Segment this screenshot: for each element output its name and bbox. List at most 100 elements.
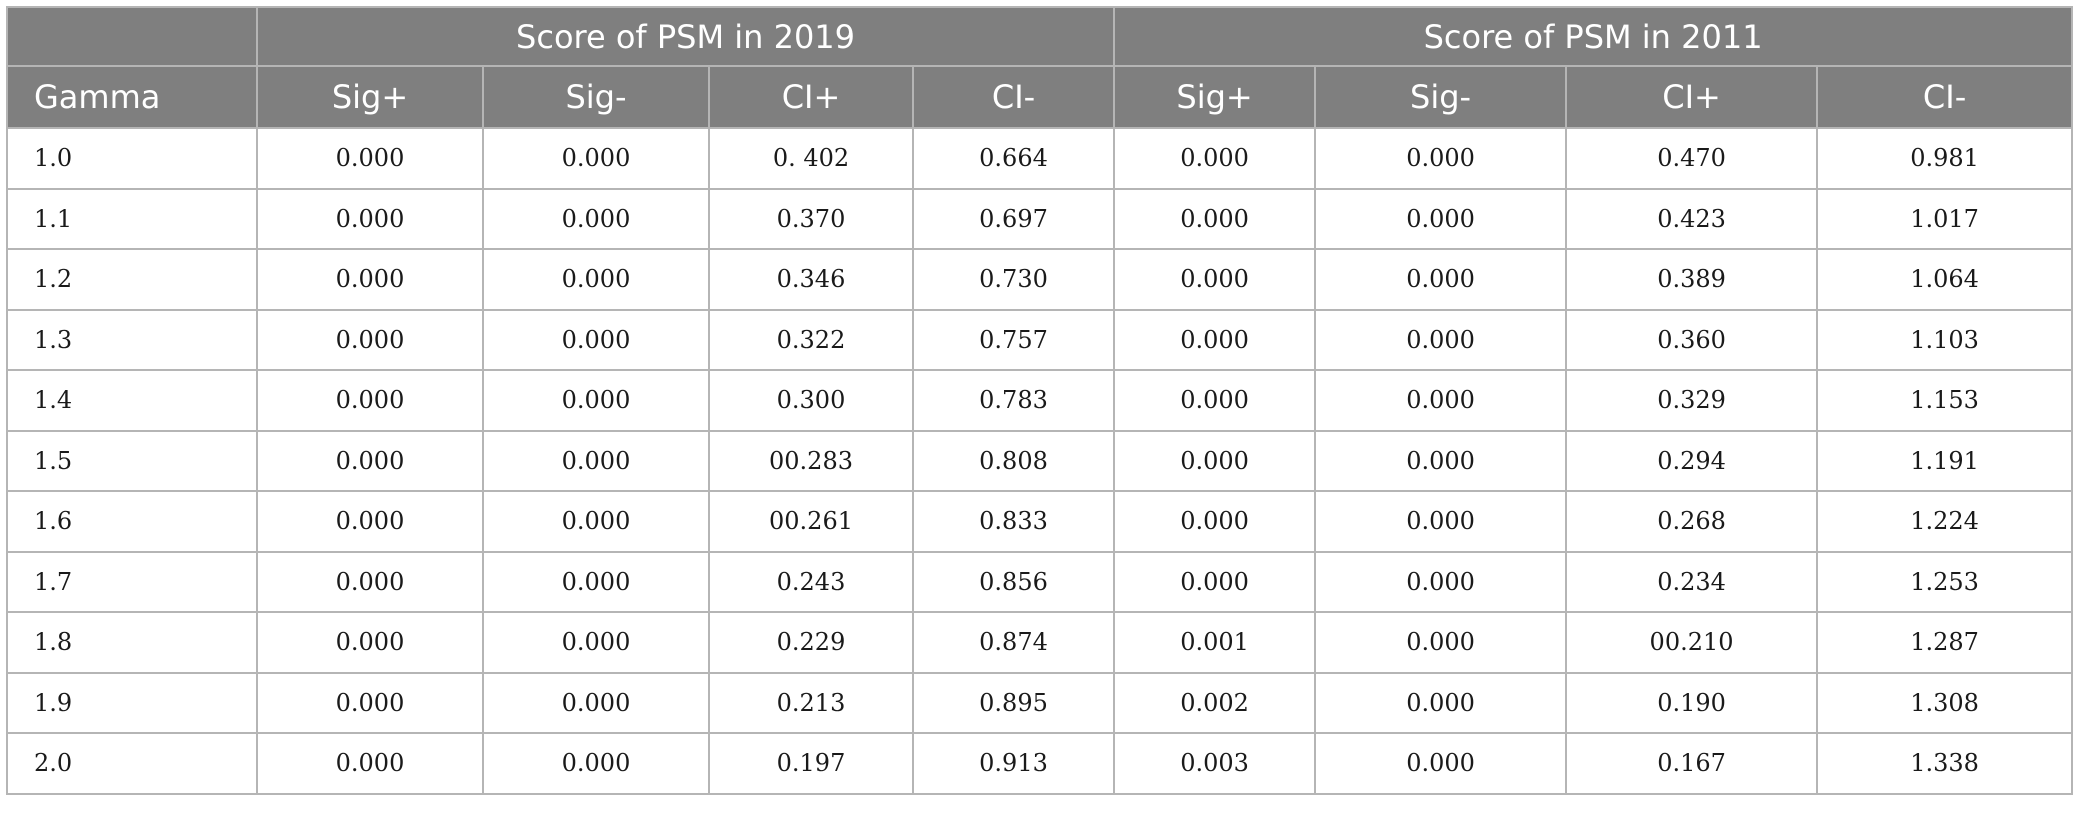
value-cell-sig-plus-2011: 0.000: [1113, 248, 1317, 311]
gamma-cell: 1.4: [6, 369, 258, 432]
value-cell-sig-minus-2019: 0.000: [482, 369, 710, 432]
value-cell-ci-plus-2011: 00.210: [1565, 611, 1819, 674]
value-cell-ci-minus-2019: 0.757: [911, 308, 1116, 371]
value-cell-ci-plus-2019: 0.300: [708, 369, 914, 432]
value-cell-sig-minus-2019: 0.000: [482, 127, 710, 190]
value-cell-sig-minus-2011: 0.000: [1314, 127, 1568, 190]
value-cell-sig-minus-2019: 0.000: [482, 248, 710, 311]
value-cell-ci-minus-2019: 0.856: [911, 550, 1116, 613]
gamma-cell: 2.0: [6, 732, 258, 795]
value-cell-sig-minus-2011: 0.000: [1314, 429, 1568, 492]
group-header-empty: [6, 6, 258, 67]
table-row: 1.3 0.000 0.000 0.322 0.757 0.000 0.000 0.360 1.…: [6, 308, 2074, 371]
value-cell-sig-plus-2019: 0.000: [256, 429, 484, 492]
value-cell-ci-plus-2019: 0.229: [708, 611, 914, 674]
value-cell-sig-plus-2019: 0.000: [256, 550, 484, 613]
value-cell-sig-plus-2011: 0.001: [1113, 611, 1317, 674]
value-cell-ci-minus-2011: 1.224: [1816, 490, 2074, 553]
gamma-cell: 1.5: [6, 429, 258, 492]
value-cell-ci-plus-2011: 0.423: [1565, 187, 1819, 250]
value-cell-ci-plus-2019: 0.322: [708, 308, 914, 371]
gamma-cell: 1.0: [6, 127, 258, 190]
table-row: 1.1 0.000 0.000 0.370 0.697 0.000 0.000 0.423 1.…: [6, 187, 2074, 250]
value-cell-sig-minus-2011: 0.000: [1314, 732, 1568, 795]
value-cell-ci-minus-2011: 1.338: [1816, 732, 2074, 795]
value-cell-sig-minus-2011: 0.000: [1314, 611, 1568, 674]
value-cell-sig-plus-2019: 0.000: [256, 671, 484, 734]
value-cell-sig-plus-2011: 0.000: [1113, 429, 1317, 492]
gamma-cell: 1.9: [6, 671, 258, 734]
value-cell-ci-plus-2011: 0.294: [1565, 429, 1819, 492]
value-cell-ci-plus-2019: 0.197: [708, 732, 914, 795]
value-cell-sig-minus-2011: 0.000: [1314, 369, 1568, 432]
value-cell-sig-minus-2011: 0.000: [1314, 187, 1568, 250]
table-row: 1.8 0.000 0.000 0.229 0.874 0.001 0.000 00.210 1…: [6, 611, 2074, 674]
value-cell-ci-minus-2019: 0.895: [911, 671, 1116, 734]
value-cell-sig-plus-2019: 0.000: [256, 127, 484, 190]
table-row: 1.7 0.000 0.000 0.243 0.856 0.000 0.000 0.234 1.…: [6, 550, 2074, 613]
gamma-cell: 1.2: [6, 248, 258, 311]
value-cell-sig-minus-2011: 0.000: [1314, 248, 1568, 311]
column-header-ci-plus-2019: CI+: [708, 65, 914, 129]
table-body: 1.0 0.000 0.000 0. 402 0.664 0.000 0.000 0.470 0…: [6, 127, 2074, 795]
value-cell-ci-plus-2019: 0.243: [708, 550, 914, 613]
value-cell-sig-plus-2019: 0.000: [256, 248, 484, 311]
value-cell-ci-plus-2011: 0.470: [1565, 127, 1819, 190]
value-cell-sig-minus-2011: 0.000: [1314, 550, 1568, 613]
value-cell-ci-plus-2019: 0. 402: [708, 127, 914, 190]
value-cell-ci-plus-2011: 0.329: [1565, 369, 1819, 432]
value-cell-sig-plus-2019: 0.000: [256, 187, 484, 250]
value-cell-sig-minus-2011: 0.000: [1314, 308, 1568, 371]
value-cell-sig-minus-2019: 0.000: [482, 490, 710, 553]
column-header-gamma: Gamma: [6, 65, 258, 129]
value-cell-sig-plus-2011: 0.000: [1113, 187, 1317, 250]
value-cell-ci-plus-2019: 0.370: [708, 187, 914, 250]
value-cell-sig-plus-2011: 0.000: [1113, 308, 1317, 371]
group-header-row: Score of PSM in 2019 Score of PSM in 201…: [6, 6, 2074, 67]
value-cell-sig-plus-2019: 0.000: [256, 611, 484, 674]
group-header-2011: Score of PSM in 2011: [1113, 6, 2074, 67]
value-cell-ci-minus-2011: 1.287: [1816, 611, 2074, 674]
table-row: 1.4 0.000 0.000 0.300 0.783 0.000 0.000 0.329 1.…: [6, 369, 2074, 432]
value-cell-sig-minus-2019: 0.000: [482, 187, 710, 250]
column-header-ci-minus-2011: CI-: [1816, 65, 2074, 129]
value-cell-sig-minus-2011: 0.000: [1314, 671, 1568, 734]
value-cell-ci-minus-2011: 1.253: [1816, 550, 2074, 613]
value-cell-ci-minus-2019: 0.664: [911, 127, 1116, 190]
column-header-ci-minus-2019: CI-: [911, 65, 1116, 129]
column-header-sig-minus-2019: Sig-: [482, 65, 710, 129]
value-cell-ci-minus-2019: 0.783: [911, 369, 1116, 432]
value-cell-ci-minus-2019: 0.697: [911, 187, 1116, 250]
value-cell-sig-minus-2019: 0.000: [482, 429, 710, 492]
gamma-cell: 1.1: [6, 187, 258, 250]
value-cell-ci-minus-2019: 0.833: [911, 490, 1116, 553]
value-cell-ci-minus-2011: 1.153: [1816, 369, 2074, 432]
value-cell-ci-plus-2019: 00.283: [708, 429, 914, 492]
value-cell-ci-minus-2019: 0.730: [911, 248, 1116, 311]
value-cell-sig-plus-2019: 0.000: [256, 490, 484, 553]
psm-sensitivity-table-container: Score of PSM in 2019 Score of PSM in 201…: [6, 6, 2074, 795]
value-cell-ci-minus-2011: 1.064: [1816, 248, 2074, 311]
gamma-cell: 1.8: [6, 611, 258, 674]
value-cell-ci-minus-2011: 0.981: [1816, 127, 2074, 190]
table-header: Score of PSM in 2019 Score of PSM in 201…: [6, 6, 2074, 129]
value-cell-ci-minus-2019: 0.808: [911, 429, 1116, 492]
value-cell-sig-plus-2011: 0.002: [1113, 671, 1317, 734]
value-cell-ci-minus-2019: 0.874: [911, 611, 1116, 674]
value-cell-sig-plus-2011: 0.000: [1113, 369, 1317, 432]
column-header-sig-plus-2011: Sig+: [1113, 65, 1317, 129]
value-cell-sig-plus-2019: 0.000: [256, 732, 484, 795]
value-cell-sig-plus-2019: 0.000: [256, 369, 484, 432]
value-cell-ci-plus-2011: 0.234: [1565, 550, 1819, 613]
value-cell-ci-minus-2011: 1.103: [1816, 308, 2074, 371]
value-cell-sig-plus-2011: 0.003: [1113, 732, 1317, 795]
value-cell-sig-minus-2019: 0.000: [482, 308, 710, 371]
value-cell-sig-plus-2019: 0.000: [256, 308, 484, 371]
value-cell-ci-minus-2019: 0.913: [911, 732, 1116, 795]
value-cell-ci-minus-2011: 1.191: [1816, 429, 2074, 492]
value-cell-sig-minus-2019: 0.000: [482, 611, 710, 674]
value-cell-ci-plus-2011: 0.389: [1565, 248, 1819, 311]
value-cell-sig-plus-2011: 0.000: [1113, 490, 1317, 553]
value-cell-sig-minus-2011: 0.000: [1314, 490, 1568, 553]
value-cell-ci-minus-2011: 1.017: [1816, 187, 2074, 250]
